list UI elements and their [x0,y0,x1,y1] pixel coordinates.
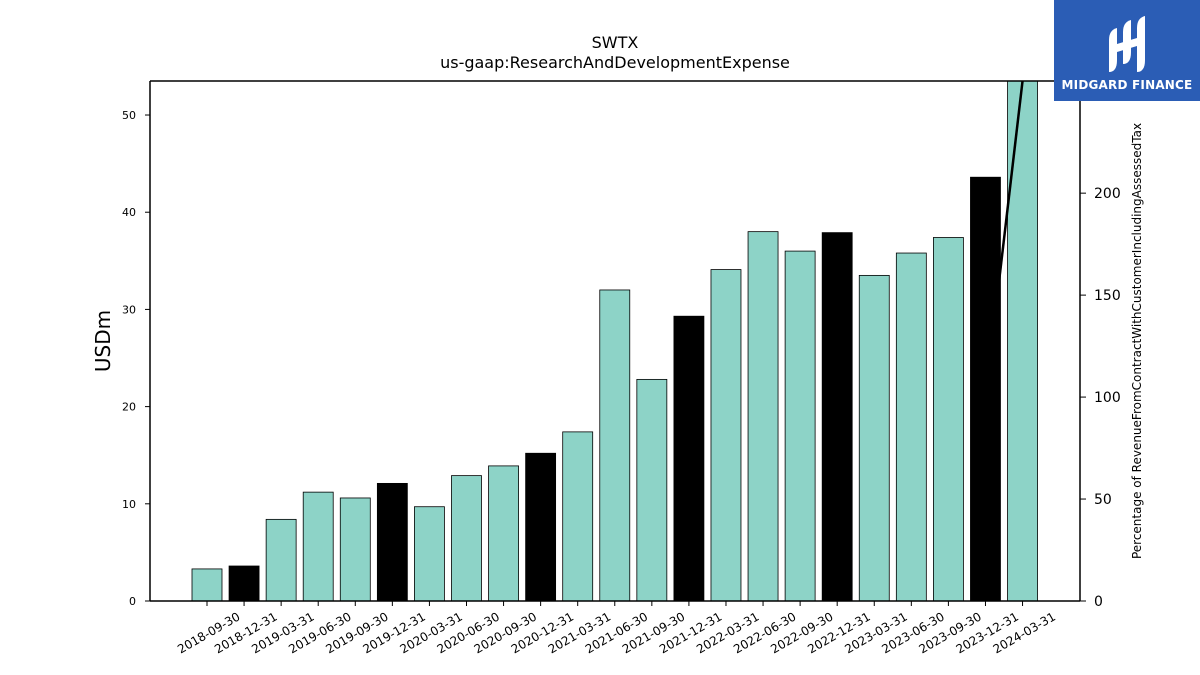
bar-2018-12-31 [228,565,260,602]
y-tick-label: 30 [122,303,136,316]
bar-2023-09-30 [933,237,964,602]
bar-2023-06-30 [895,252,927,602]
bar-2020-03-31 [414,506,445,602]
bar-2022-06-30 [747,231,779,602]
bars-group [191,80,1038,602]
bar-2018-09-30 [191,568,223,602]
y-tick-label: 50 [122,109,136,122]
right-axis-series [984,81,1024,398]
bar-2019-09-30 [339,497,371,602]
y-tick-label: 20 [122,401,136,414]
y-right-tick-label: 0 [1094,594,1103,610]
bar-2024-03-31 [1007,80,1038,602]
y-tick-label: 0 [129,595,136,608]
bar-2021-09-30 [636,378,668,602]
bar-2020-09-30 [488,465,519,602]
bar-2020-12-31 [525,452,557,602]
y-tick-label: 10 [122,498,136,511]
y-axis-right-label: Percentage of RevenueFromContractWithCus… [1130,123,1144,559]
y-axis-label: USDm [91,310,115,372]
bar-2019-12-31 [376,482,408,602]
series-line [984,81,1024,398]
logo-text: MIDGARD FINANCE [1061,77,1193,92]
bar-2023-03-31 [858,274,890,602]
y-right-tick-label: 150 [1094,288,1121,304]
chart-title: SWTX [592,33,639,52]
y-tick-label: 40 [122,206,136,219]
chart-subtitle: us-gaap:ResearchAndDevelopmentExpense [440,53,790,72]
midgard-mark-icon [1109,15,1145,72]
bar-2019-03-31 [265,518,297,602]
bar-2022-03-31 [710,269,742,602]
y-right-tick-label: 200 [1094,186,1121,202]
bar-2019-06-30 [302,491,334,602]
y-right-tick-label: 50 [1094,492,1112,508]
bar-2020-06-30 [451,475,482,602]
bar-2022-09-30 [784,250,816,602]
bar-2021-06-30 [599,289,631,602]
midgard-finance-logo: MIDGARD FINANCE [1054,0,1200,101]
y-right-tick-label: 100 [1094,390,1121,406]
bar-2021-03-31 [562,431,594,602]
bar-2021-12-31 [673,315,705,602]
bar-2022-12-31 [821,232,853,602]
